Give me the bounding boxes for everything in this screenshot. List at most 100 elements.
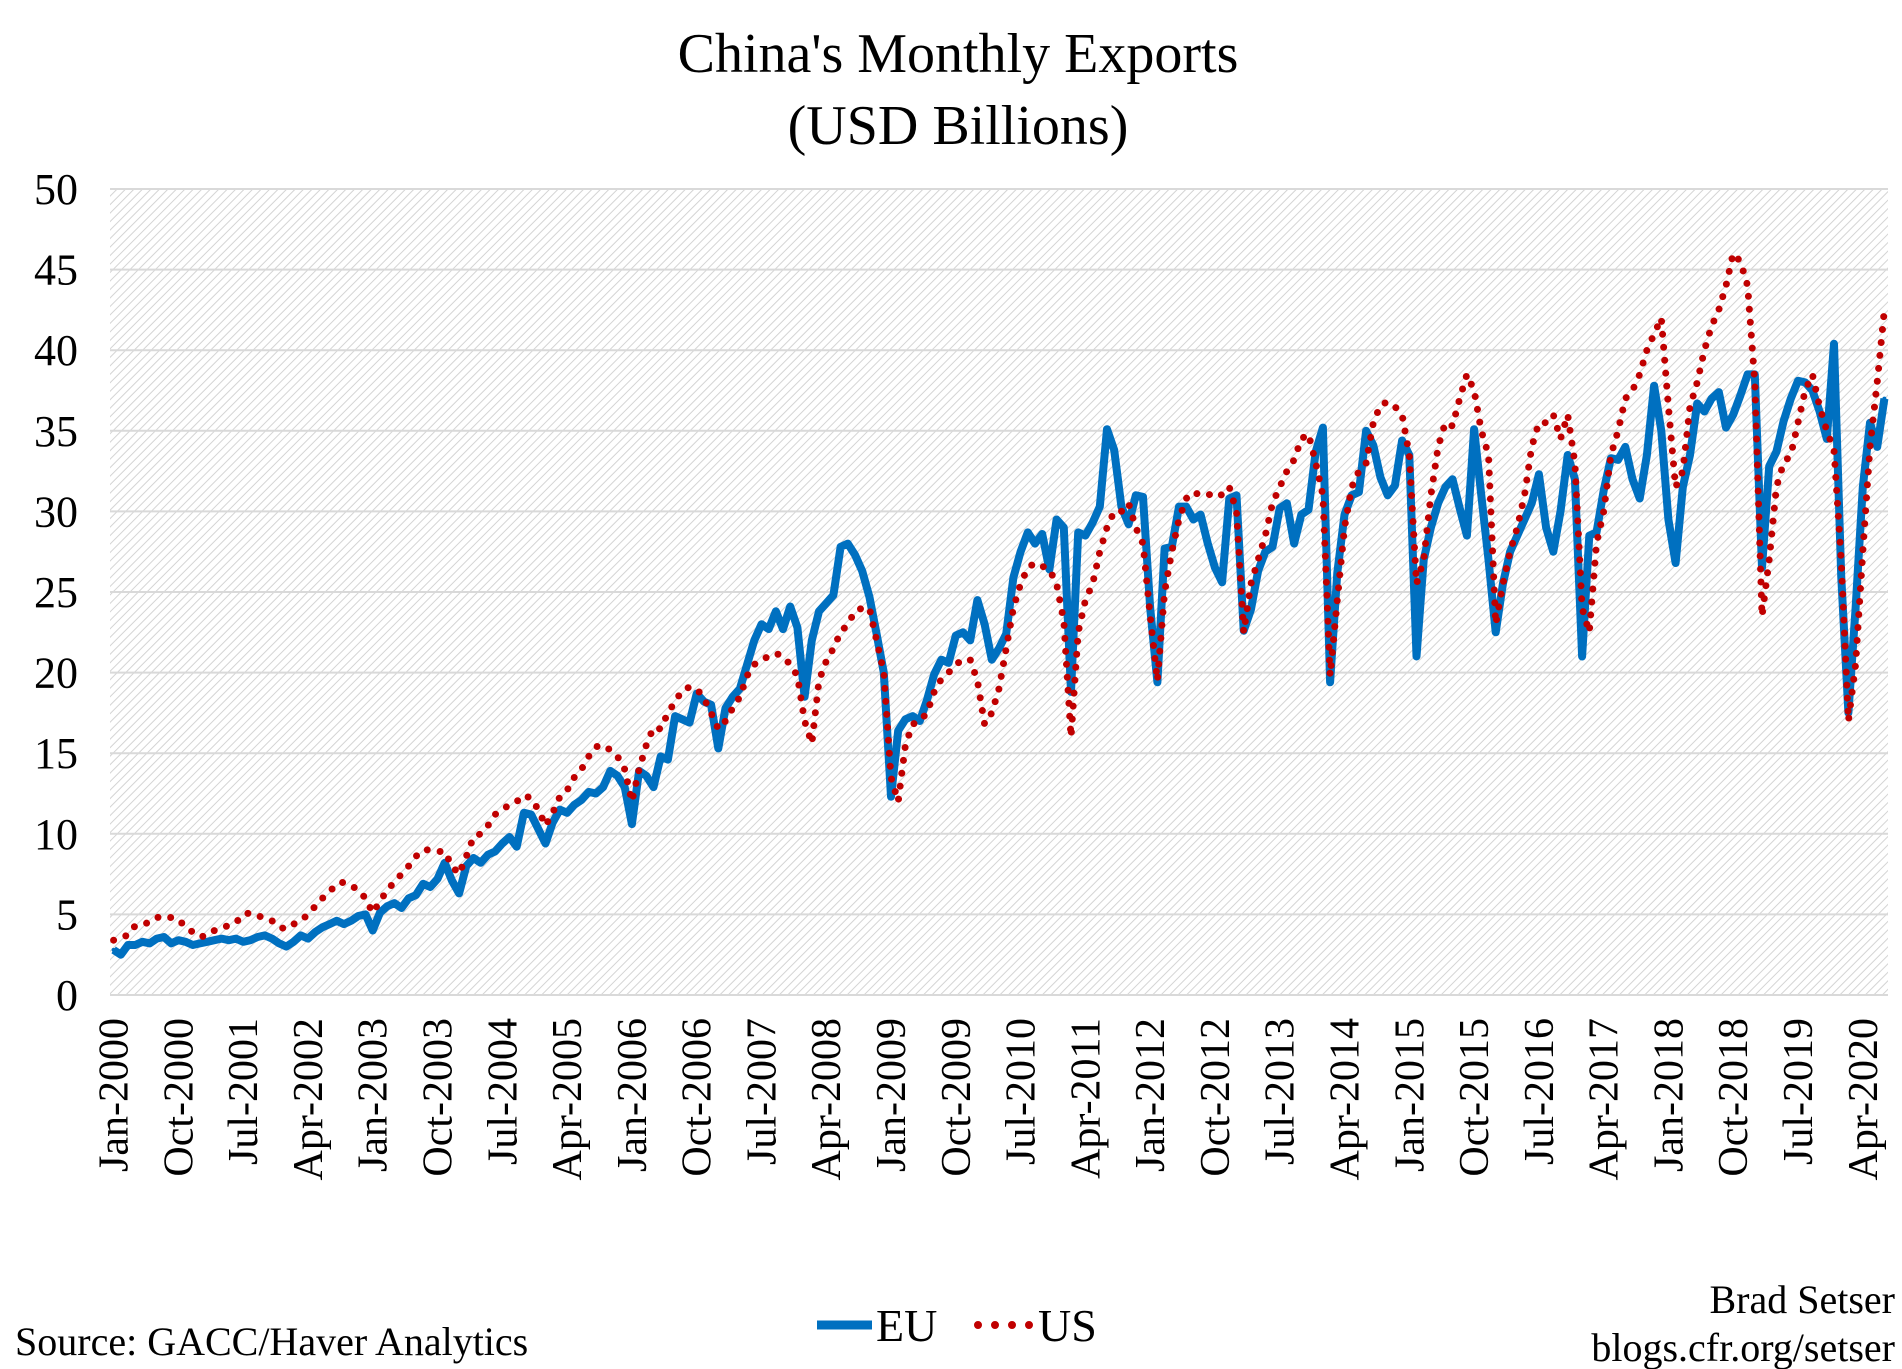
- data-point-eu: [1205, 541, 1210, 546]
- data-point-us: [1083, 598, 1087, 602]
- x-tick-label: Oct-2006: [675, 1018, 721, 1177]
- data-point-eu: [853, 552, 857, 557]
- data-point-us: [292, 922, 296, 926]
- data-point-us: [644, 743, 648, 747]
- data-point-eu: [529, 812, 534, 817]
- data-point-us: [1285, 469, 1289, 473]
- data-point-eu: [845, 541, 850, 546]
- data-point-us: [1645, 348, 1649, 352]
- data-point-us: [1386, 400, 1390, 404]
- data-point-us: [313, 904, 317, 908]
- data-point-us: [1040, 564, 1044, 568]
- data-point-eu: [1220, 580, 1225, 585]
- data-point-eu: [917, 719, 922, 723]
- data-point-eu: [406, 896, 411, 901]
- x-tick-label: Jan-2018: [1646, 1018, 1692, 1172]
- data-point-us: [234, 921, 238, 925]
- x-tick-label: Apr-2002: [286, 1018, 332, 1180]
- data-point-us: [1357, 469, 1361, 473]
- data-point-us: [1767, 558, 1771, 562]
- data-point-eu: [1119, 504, 1124, 509]
- x-tick-label: Jan-2006: [610, 1018, 656, 1172]
- data-point-us: [1861, 550, 1865, 554]
- data-point-eu: [1767, 464, 1772, 469]
- data-point-eu: [1774, 449, 1779, 454]
- data-point-us: [1623, 397, 1627, 401]
- data-point-eu: [1198, 512, 1203, 517]
- data-point-eu: [889, 794, 893, 799]
- data-point-eu: [644, 773, 649, 778]
- x-tick-label: Apr-2020: [1841, 1018, 1887, 1180]
- data-point-eu: [615, 773, 620, 778]
- data-point-us: [752, 663, 756, 667]
- data-point-eu: [1479, 493, 1484, 498]
- data-point-us: [1271, 501, 1275, 505]
- data-point-eu: [370, 928, 375, 933]
- data-point-us: [1299, 437, 1303, 441]
- data-point-eu: [752, 638, 757, 643]
- x-tick-label: Jan-2012: [1128, 1018, 1174, 1172]
- data-point-us: [1544, 421, 1548, 425]
- data-point-eu: [428, 885, 433, 889]
- data-point-us: [1609, 453, 1613, 457]
- data-point-us: [1882, 308, 1886, 312]
- data-point-us: [1321, 493, 1325, 497]
- data-point-eu: [442, 860, 447, 865]
- data-point-eu: [485, 852, 490, 857]
- data-point-us: [1278, 485, 1282, 489]
- x-tick-label: Jul-2019: [1776, 1018, 1822, 1165]
- data-point-eu: [1875, 444, 1880, 449]
- data-point-eu: [327, 922, 332, 927]
- data-point-us: [220, 925, 224, 929]
- data-point-eu: [1652, 383, 1657, 388]
- data-point-eu: [1544, 525, 1549, 530]
- data-point-us: [1681, 469, 1685, 473]
- data-point-us: [1688, 405, 1692, 409]
- data-point-eu: [154, 936, 159, 941]
- data-point-us: [1199, 493, 1203, 497]
- data-point-us: [450, 864, 454, 868]
- data-point-us: [608, 748, 612, 752]
- data-point-us: [1155, 679, 1159, 683]
- data-point-us: [148, 921, 152, 925]
- data-point-us: [1566, 413, 1570, 417]
- x-axis: Jan-2000 Oct-2000 Jul-2001 Apr-2002 Jan-2003…: [92, 1018, 1887, 1180]
- data-point-us: [997, 687, 1001, 691]
- data-point-eu: [925, 698, 929, 702]
- x-tick-label: Apr-2017: [1582, 1018, 1628, 1180]
- data-point-us: [1789, 453, 1793, 457]
- data-point-us: [831, 646, 835, 650]
- data-point-us: [1782, 461, 1786, 465]
- data-point-us: [522, 793, 526, 797]
- data-point-eu: [1342, 512, 1347, 517]
- data-point-us: [1184, 497, 1188, 501]
- data-point-eu: [435, 876, 440, 881]
- data-point-eu: [1623, 444, 1628, 449]
- data-point-us: [961, 658, 965, 662]
- data-point-us: [1364, 461, 1368, 465]
- data-point-us: [788, 663, 792, 667]
- data-point-eu: [356, 914, 361, 918]
- x-tick-label: Oct-2018: [1711, 1018, 1757, 1177]
- data-point-us: [1537, 421, 1541, 425]
- legend-eu-label: EU: [876, 1300, 937, 1351]
- data-point-us: [947, 671, 951, 675]
- data-point-us: [1494, 622, 1498, 626]
- data-point-eu: [673, 714, 678, 719]
- data-point-eu: [392, 901, 397, 906]
- data-point-us: [695, 687, 699, 691]
- data-point-eu: [1472, 427, 1477, 432]
- data-point-eu: [133, 943, 138, 947]
- data-point-us: [227, 924, 231, 928]
- data-point-eu: [1781, 419, 1786, 424]
- data-point-us: [1602, 509, 1606, 513]
- y-tick-label: 10: [34, 810, 78, 859]
- data-point-eu: [320, 925, 325, 930]
- data-point-eu: [989, 657, 994, 662]
- x-tick-label: Jul-2007: [739, 1018, 785, 1165]
- x-tick-label: Oct-2000: [156, 1018, 202, 1177]
- data-point-us: [263, 916, 267, 920]
- x-tick-label: Jan-2003: [351, 1018, 397, 1172]
- data-point-eu: [183, 939, 188, 944]
- data-point-eu: [341, 922, 346, 927]
